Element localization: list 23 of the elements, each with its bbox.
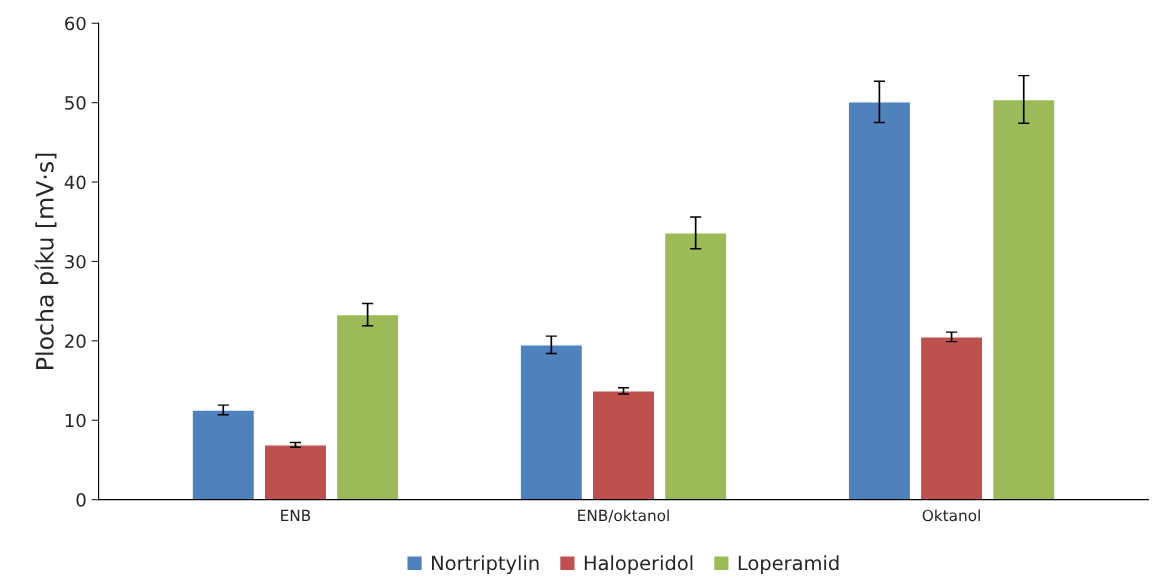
- bar: [335, 313, 400, 500]
- legend-label: Loperamid: [738, 555, 839, 575]
- x-tick-label: Oktanol: [922, 509, 980, 522]
- legend-label: Haloperidol: [584, 555, 693, 575]
- y-tick-label: 40: [64, 175, 86, 190]
- bar: [519, 344, 584, 500]
- bar: [663, 232, 728, 500]
- x-tick-label: ENB: [281, 509, 311, 521]
- bar: [991, 98, 1056, 500]
- legend-label: Nortriptylin: [432, 555, 539, 575]
- y-tick-label: 10: [65, 413, 86, 428]
- bar: [847, 101, 912, 500]
- y-tick-label: 20: [65, 334, 86, 348]
- y-tick-label: 50: [65, 96, 86, 110]
- bar: [591, 390, 656, 500]
- y-tick-label: 0: [76, 493, 86, 507]
- y-tick-label: 30: [65, 254, 86, 269]
- x-tick-label: ENB/oktanol: [578, 509, 669, 523]
- bar: [919, 336, 984, 500]
- y-tick-label: 60: [65, 16, 86, 31]
- bar: [263, 444, 328, 500]
- bar: [191, 409, 256, 500]
- y-axis-title: Plocha píku [mV·s]: [34, 153, 59, 369]
